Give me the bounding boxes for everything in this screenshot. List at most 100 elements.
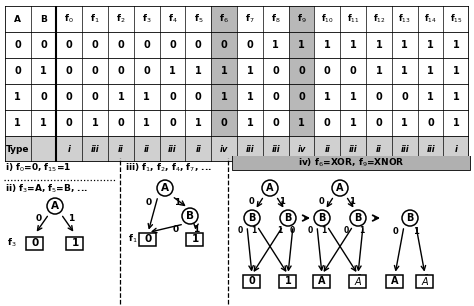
Text: 1: 1 [453,118,460,128]
Text: f$_1$: f$_1$ [91,13,100,25]
Text: 1: 1 [401,118,408,128]
Text: 0: 0 [143,66,150,76]
Text: B: B [406,213,414,223]
FancyBboxPatch shape [386,274,403,288]
Text: iii) f$_1$, f$_2$, f$_4$, f$_7$, ...: iii) f$_1$, f$_2$, f$_4$, f$_7$, ... [125,161,212,174]
Text: iv) f$_6$=XOR, f$_9$=XNOR: iv) f$_6$=XOR, f$_9$=XNOR [298,156,404,169]
Text: f$_{10}$: f$_{10}$ [321,13,334,25]
Text: $\bar{A}$: $\bar{A}$ [421,274,429,288]
Text: Type: Type [6,145,29,154]
Circle shape [244,210,260,226]
Text: 0: 0 [91,92,99,102]
Text: A: A [266,183,274,193]
Text: 0: 0 [375,92,383,102]
Text: iii: iii [272,145,280,154]
Text: iii: iii [168,145,177,154]
Text: 1: 1 [118,92,124,102]
Text: 1: 1 [246,66,253,76]
Text: ii: ii [144,145,150,154]
Text: f$_9$: f$_9$ [297,13,306,25]
Text: f$_2$: f$_2$ [116,13,126,25]
Text: f$_{14}$: f$_{14}$ [424,13,437,25]
Text: 0: 0 [249,196,255,206]
Text: 0: 0 [319,196,325,206]
Text: 0: 0 [324,118,331,128]
Bar [232,155,470,170]
Text: 1: 1 [143,92,150,102]
Text: A: A [391,276,399,286]
Text: ii) f$_3$=A, f$_5$=B, ...: ii) f$_3$=A, f$_5$=B, ... [5,182,88,195]
Bar [211,6,237,162]
Text: 0: 0 [66,92,73,102]
Text: 1: 1 [453,66,460,76]
Text: A: A [14,15,21,24]
Text: iv: iv [220,145,228,154]
Text: A: A [161,183,169,193]
Text: 0: 0 [195,40,201,50]
Text: 0: 0 [14,40,21,50]
Text: 0: 0 [36,214,42,222]
Text: iii: iii [246,145,254,154]
Text: f$_1$: f$_1$ [128,233,138,245]
Text: 0: 0 [143,40,150,50]
Circle shape [157,180,173,196]
Text: 0: 0 [40,40,47,50]
Text: 0: 0 [66,40,73,50]
Text: 1: 1 [246,92,253,102]
Text: 1: 1 [401,66,408,76]
Text: 0: 0 [146,198,152,207]
Text: 1: 1 [375,40,383,50]
Text: f$_{13}$: f$_{13}$ [398,13,411,25]
Text: 0: 0 [169,40,176,50]
FancyBboxPatch shape [139,233,156,245]
Text: $\bar{A}$: $\bar{A}$ [354,274,362,288]
Text: f$_{11}$: f$_{11}$ [347,13,359,25]
Text: 1: 1 [427,92,434,102]
Text: 0: 0 [375,118,383,128]
Text: 1: 1 [279,196,285,206]
Circle shape [47,198,63,214]
Text: 0: 0 [246,40,253,50]
Text: 1: 1 [221,92,228,102]
Text: 1: 1 [284,276,292,286]
Text: f$_7$: f$_7$ [245,13,255,25]
Text: f$_{15}$: f$_{15}$ [450,13,463,25]
Text: 0: 0 [324,66,331,76]
Text: B: B [40,15,47,24]
Text: f$_0$: f$_0$ [64,13,74,25]
Text: 1: 1 [453,92,460,102]
Text: 1: 1 [91,118,99,128]
Text: iii: iii [91,145,100,154]
Text: 0: 0 [91,66,99,76]
FancyBboxPatch shape [244,274,261,288]
Text: ii: ii [324,145,330,154]
Text: 0: 0 [307,226,313,234]
Text: ii: ii [118,145,124,154]
Text: iii: iii [401,145,409,154]
Text: 1: 1 [251,226,256,234]
Text: 1: 1 [324,40,331,50]
Text: A: A [51,201,59,211]
Text: 0: 0 [273,66,279,76]
Text: A: A [336,183,344,193]
Text: 0: 0 [289,226,295,234]
Text: 1: 1 [14,92,21,102]
Text: 0: 0 [169,92,176,102]
Text: ii: ii [195,145,201,154]
Text: ii: ii [376,145,382,154]
Text: 0: 0 [221,40,228,50]
Text: 0: 0 [350,66,356,76]
Text: 1: 1 [350,40,356,50]
Text: 0: 0 [169,118,176,128]
Text: 0: 0 [221,118,228,128]
Text: f$_4$: f$_4$ [168,13,177,25]
Text: iii: iii [349,145,357,154]
Text: 0: 0 [298,66,305,76]
Text: 0: 0 [66,66,73,76]
Text: f$_6$: f$_6$ [219,13,229,25]
Text: B: B [284,213,292,223]
Circle shape [182,208,198,224]
Text: 0: 0 [427,118,434,128]
Text: 1: 1 [273,40,279,50]
Text: f$_{12}$: f$_{12}$ [373,13,385,25]
